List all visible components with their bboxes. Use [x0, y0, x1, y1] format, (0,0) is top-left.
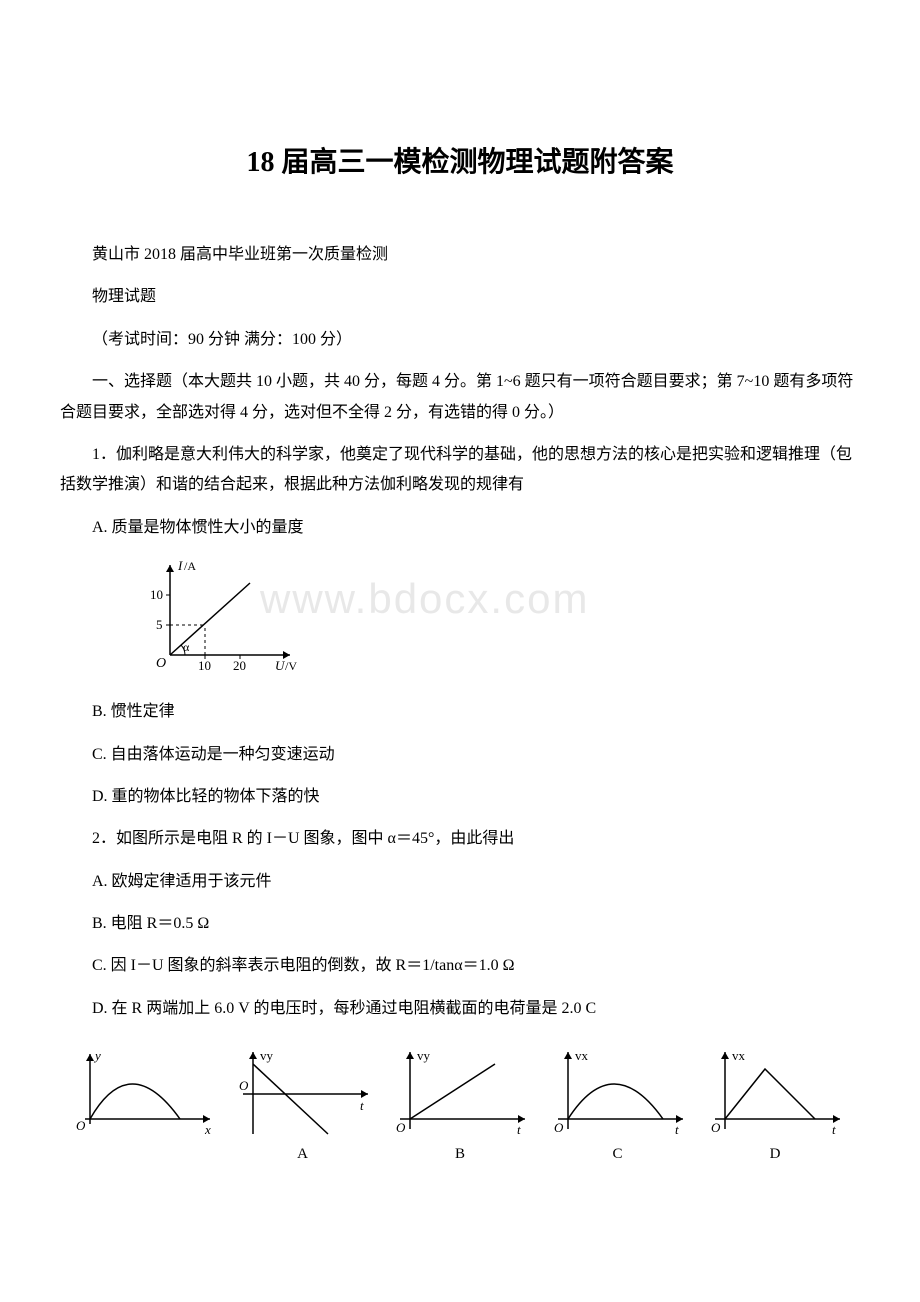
svg-text:t: t [675, 1122, 679, 1137]
question-2: 2．如图所示是电阻 R 的 I－U 图象，图中 α＝45°，由此得出 [60, 824, 860, 854]
question-1: 1．伽利略是意大利伟大的科学家，他奠定了现代科学的基础，他的思想方法的核心是把实… [60, 440, 860, 501]
fig-a: O vy t A [228, 1044, 378, 1164]
svg-text:vy: vy [260, 1048, 274, 1063]
iv-ytick-10: 10 [150, 587, 163, 602]
iv-ytick-5: 5 [156, 617, 163, 632]
fig-0: O y x [70, 1044, 220, 1164]
svg-text:y: y [93, 1048, 101, 1063]
fig-b: O vy t B [385, 1044, 535, 1164]
header-line-2: 物理试题 [60, 282, 860, 312]
svg-text:x: x [204, 1122, 211, 1137]
svg-text:O: O [711, 1120, 721, 1135]
fig-a-label: A [228, 1146, 378, 1163]
header-line-3: （考试时间：90 分钟 满分：100 分） [60, 325, 860, 355]
section-1-heading: 一、选择题（本大题共 10 小题，共 40 分，每题 4 分。第 1~6 题只有… [60, 367, 860, 428]
fig-d: O vx t D [700, 1044, 850, 1164]
page-title: 18 届高三一模检测物理试题附答案 [60, 140, 860, 180]
svg-text:vy: vy [417, 1048, 431, 1063]
iv-alpha: α [183, 640, 190, 654]
q2-option-d: D. 在 R 两端加上 6.0 V 的电压时，每秒通过电阻横截面的电荷量是 2.… [60, 994, 860, 1024]
svg-text:t: t [517, 1122, 521, 1137]
iv-xtick-10: 10 [198, 658, 211, 673]
fig-d-label: D [700, 1146, 850, 1163]
svg-text:O: O [396, 1120, 406, 1135]
iv-y-label: I [177, 558, 183, 573]
fig-c-label: C [543, 1146, 693, 1163]
iv-y-unit: /A [184, 559, 196, 573]
iv-xtick-20: 20 [233, 658, 246, 673]
svg-text:O: O [76, 1118, 86, 1133]
iv-origin: O [156, 656, 166, 671]
svg-text:t: t [360, 1098, 364, 1113]
header-line-1: 黄山市 2018 届高中毕业班第一次质量检测 [60, 240, 860, 270]
fig-c: O vx t C [543, 1044, 693, 1164]
figures-row: O y x O vy t A [70, 1044, 850, 1164]
q1-option-c: C. 自由落体运动是一种匀变速运动 [60, 740, 860, 770]
iv-chart-svg: I /A U /V 10 5 10 20 O α [140, 555, 320, 675]
q2-option-a: A. 欧姆定律适用于该元件 [60, 867, 860, 897]
q1-option-a: A. 质量是物体惯性大小的量度 [60, 513, 860, 543]
q1-option-d: D. 重的物体比轻的物体下落的快 [60, 782, 860, 812]
q2-option-c: C. 因 I－U 图象的斜率表示电阻的倒数，故 R＝1/tanα＝1.0 Ω [60, 951, 860, 981]
svg-text:vx: vx [732, 1048, 746, 1063]
svg-text:O: O [239, 1078, 249, 1093]
svg-text:vx: vx [575, 1048, 589, 1063]
fig-b-label: B [385, 1146, 535, 1163]
svg-text:O: O [554, 1120, 564, 1135]
q2-option-b: B. 电阻 R＝0.5 Ω [60, 909, 860, 939]
q1-option-b: B. 惯性定律 [60, 697, 860, 727]
svg-text:t: t [832, 1122, 836, 1137]
iv-x-unit: /V [285, 659, 297, 673]
iv-graph: www.bdocx.com [140, 555, 340, 685]
